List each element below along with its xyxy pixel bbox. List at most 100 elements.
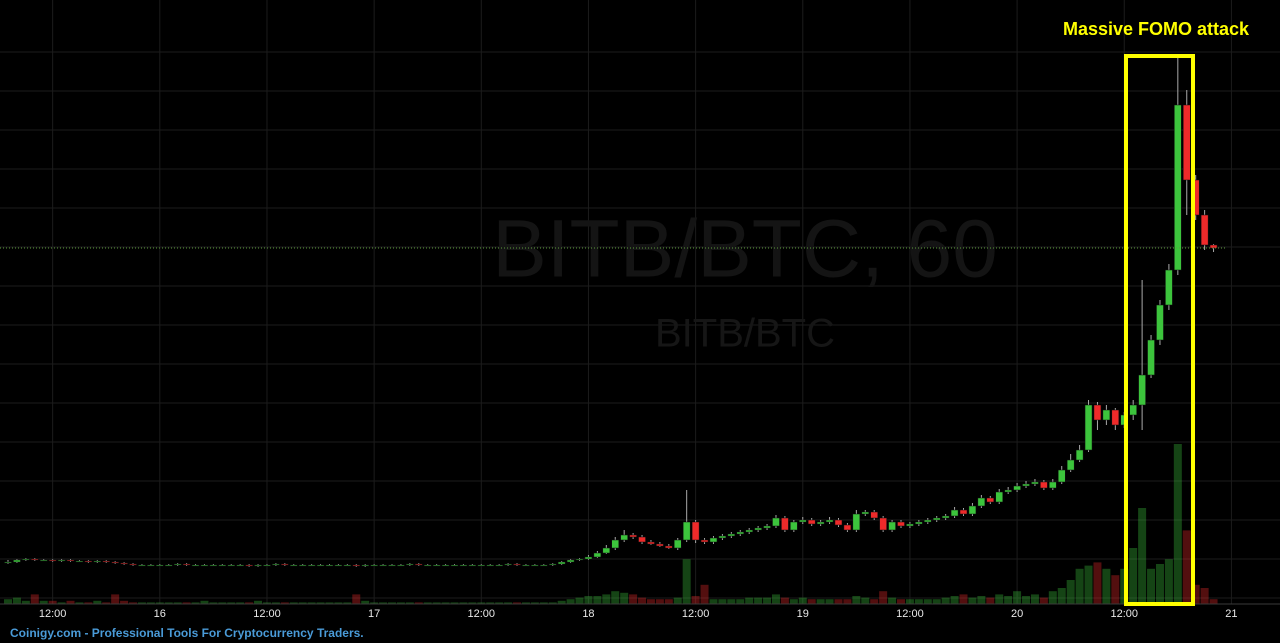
volume-bar (379, 602, 388, 604)
candle-body (486, 564, 494, 567)
candle-body (807, 519, 816, 525)
candle-body (397, 564, 405, 567)
volume-bar (575, 597, 584, 604)
volume-bar (200, 600, 209, 604)
volume-bar (620, 592, 629, 604)
volume-bar (888, 597, 897, 604)
candle-body (852, 513, 861, 531)
candle-body (1129, 404, 1137, 416)
candle-body (682, 521, 691, 541)
candle-body (450, 564, 459, 567)
candle-body (1138, 374, 1146, 406)
candle-body (1049, 481, 1057, 489)
candle-body (432, 564, 441, 567)
candle-body (745, 529, 753, 533)
candle-body (879, 517, 887, 531)
candle-body (531, 564, 539, 567)
volume-bar (780, 597, 789, 604)
volume-bar (1155, 564, 1164, 604)
volume-bar (102, 602, 111, 604)
candle-body (656, 543, 664, 547)
volume-bar (807, 599, 816, 604)
volume-bar (155, 602, 164, 604)
volume-bar (530, 602, 539, 604)
candle-body (665, 545, 673, 549)
candle-body (13, 559, 21, 563)
candle-body (1174, 104, 1182, 271)
candle-body (906, 523, 914, 527)
volume-bar (825, 599, 834, 604)
candle-body (763, 525, 771, 529)
volume-bar (396, 602, 405, 604)
volume-bar (441, 602, 450, 604)
candle-body (674, 539, 682, 549)
volume-bar (477, 602, 486, 604)
candle-body (584, 556, 593, 560)
volume-bar (834, 599, 843, 604)
volume-bar (923, 599, 932, 604)
candle-body (138, 564, 146, 567)
footer: Coinigy.com - Professional Tools For Cry… (10, 626, 364, 640)
candle-body (522, 564, 530, 567)
candle-body (93, 560, 102, 563)
candle-body (84, 560, 93, 563)
candle-body (468, 564, 477, 567)
candle-body (924, 519, 932, 523)
x-tick-label: 12:00 (682, 608, 710, 620)
annotation: Massive FOMO attack (1063, 19, 1250, 39)
candle-body (75, 560, 84, 563)
volume-bar (584, 596, 593, 604)
candle-body (4, 561, 12, 564)
candle-body (888, 521, 896, 531)
plot (0, 55, 1225, 604)
candle-body (1147, 339, 1155, 376)
candle-body (566, 559, 575, 563)
candle-body (986, 497, 995, 503)
candle-body (245, 564, 253, 567)
volume-bar (1191, 584, 1200, 604)
volume-bar (39, 600, 48, 604)
volume-bar (664, 599, 673, 604)
candle-body (254, 564, 262, 567)
volume-bar (754, 597, 763, 604)
volume-bar (1093, 562, 1102, 604)
candle-body (495, 564, 503, 567)
volume-bar (343, 602, 352, 604)
volume-bar (120, 600, 129, 604)
volume-bar (771, 594, 780, 604)
candle-body (406, 563, 414, 566)
volume-bar (334, 602, 343, 604)
candle-body (959, 509, 968, 515)
volume-bar (84, 602, 93, 604)
volume-bar (763, 597, 772, 604)
candle-body (799, 519, 807, 523)
volume-bar (387, 602, 396, 604)
candle-body (173, 563, 182, 566)
volume-bar (897, 599, 905, 604)
candle-body (147, 564, 155, 567)
candle-body (1066, 459, 1075, 471)
volume-bar (1209, 599, 1218, 604)
volume-bar (539, 602, 548, 604)
candle-body (316, 564, 325, 567)
x-tick-label: 12:00 (39, 608, 67, 620)
candle-body (298, 564, 307, 567)
candle-body (709, 537, 718, 543)
volume-bar (4, 599, 12, 604)
candle-body (754, 527, 762, 531)
candle-body (736, 531, 745, 535)
volume-bar (146, 602, 155, 604)
candle-body (1111, 409, 1120, 426)
candle-body (897, 521, 905, 527)
candle-body (31, 558, 39, 561)
x-tick-label: 12:00 (253, 608, 281, 620)
candle-body (915, 521, 923, 525)
candle-body (129, 563, 137, 566)
candle-body (66, 559, 75, 562)
candle-body (620, 534, 628, 541)
candle-body (995, 491, 1003, 503)
candle-body (1093, 404, 1102, 421)
candle-body (1183, 104, 1191, 181)
volume-bar (736, 599, 745, 604)
x-tick-label: 12:00 (896, 608, 924, 620)
